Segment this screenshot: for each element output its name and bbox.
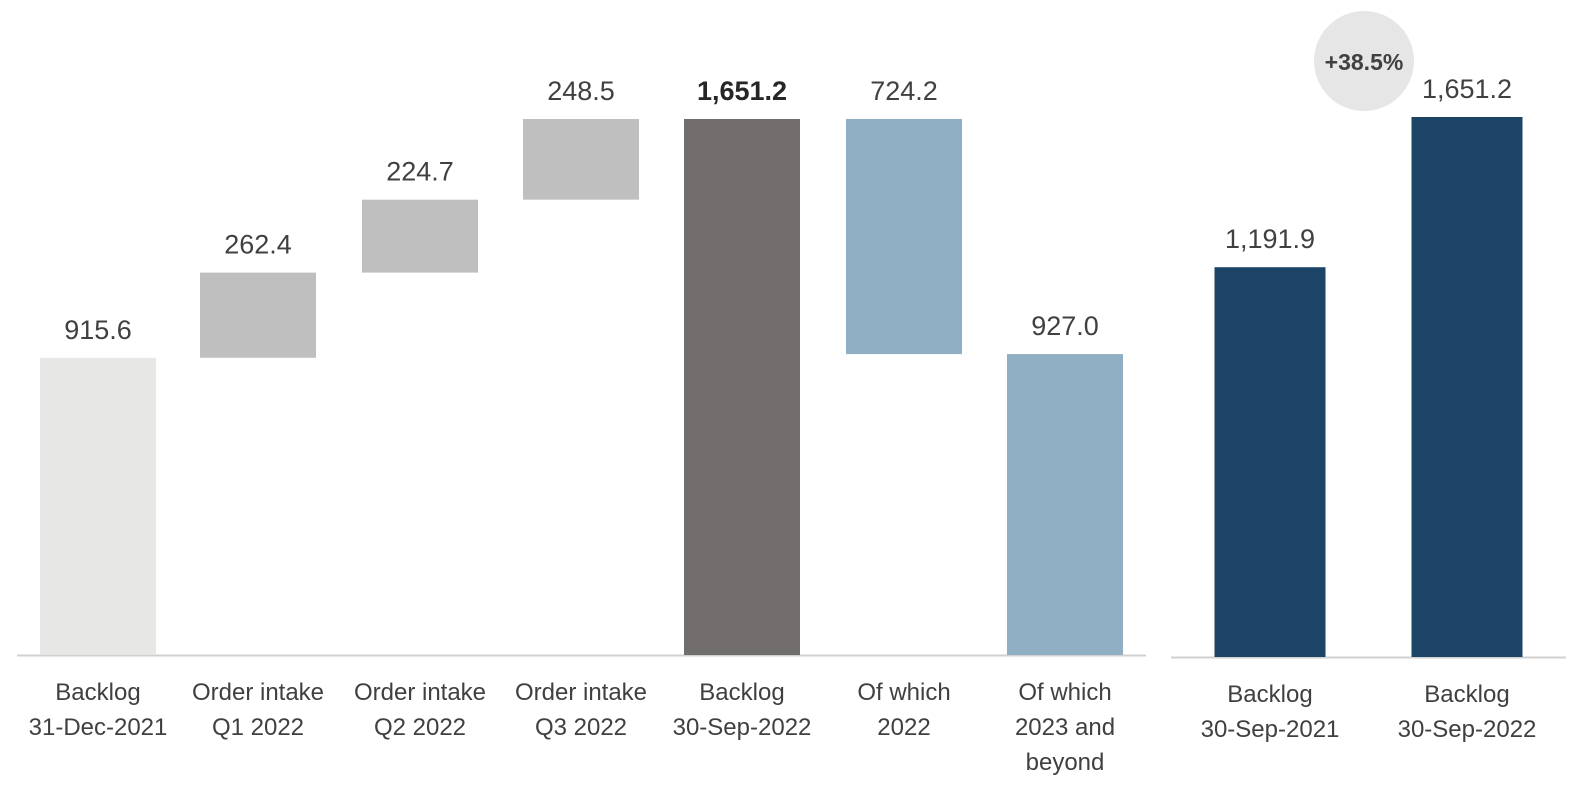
waterfall-value-label: 1,651.2	[697, 76, 787, 106]
waterfall-bar	[523, 119, 639, 200]
growth-badge	[1314, 11, 1414, 111]
waterfall-category-label: Backlog 30-Sep-2022	[673, 679, 812, 741]
waterfall-chart: 915.6 262.4 224.7 248.5 1,651.2 724.2 927.0 Bac…	[17, 76, 1146, 776]
waterfall-category-label: Order intake Q1 2022	[192, 679, 324, 741]
comparison-value-label: 1,651.2	[1422, 74, 1512, 104]
waterfall-value-label: 927.0	[1031, 311, 1099, 341]
waterfall-bar	[684, 119, 800, 655]
waterfall-bar	[362, 199, 478, 273]
comparison-category-label: Backlog 30-Sep-2021	[1201, 681, 1340, 743]
waterfall-bar	[200, 272, 316, 358]
waterfall-value-label: 224.7	[386, 157, 454, 187]
comparison-bar	[1411, 117, 1523, 657]
waterfall-category-label: Of which 2022	[857, 679, 950, 741]
waterfall-bar	[846, 119, 962, 355]
waterfall-bar	[1007, 354, 1123, 655]
comparison-chart: 1,191.9 1,651.2 Backlog 30-Sep-2021 Backlog 3…	[1171, 11, 1566, 743]
comparison-category-label: Backlog 30-Sep-2022	[1398, 681, 1537, 743]
waterfall-bar	[40, 357, 156, 655]
waterfall-category-label: Of which 2023 and beyond	[1015, 679, 1115, 776]
waterfall-value-label: 262.4	[224, 230, 292, 260]
waterfall-category-label: Order intake Q3 2022	[515, 679, 647, 741]
waterfall-category-label: Order intake Q2 2022	[354, 679, 486, 741]
comparison-value-label: 1,191.9	[1225, 224, 1315, 254]
waterfall-value-label: 724.2	[870, 76, 938, 106]
waterfall-value-label: 248.5	[547, 76, 615, 106]
waterfall-category-label: Backlog 31-Dec-2021	[29, 679, 168, 741]
comparison-bar	[1214, 267, 1326, 657]
waterfall-value-label: 915.6	[64, 315, 132, 345]
growth-badge-text: +38.5%	[1325, 49, 1404, 75]
